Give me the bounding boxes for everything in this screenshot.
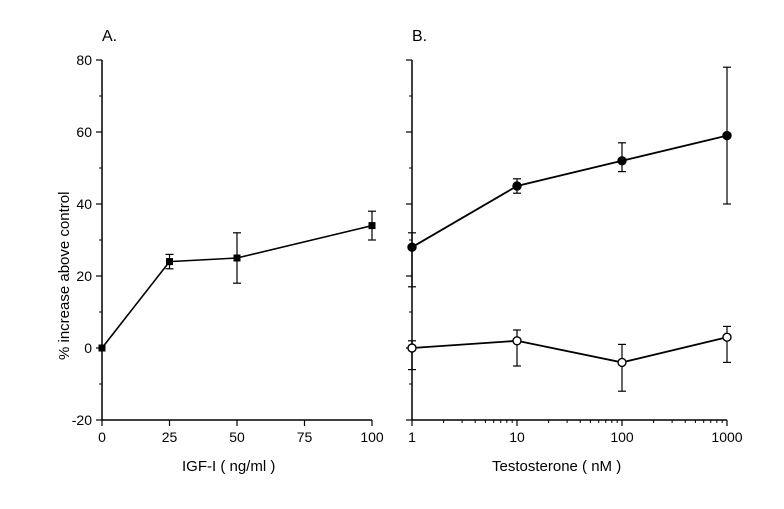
svg-text:0: 0 xyxy=(98,429,106,445)
svg-text:75: 75 xyxy=(297,429,313,445)
y-axis-title: % increase above control xyxy=(56,192,73,360)
svg-text:40: 40 xyxy=(76,196,92,212)
svg-text:50: 50 xyxy=(229,429,245,445)
svg-text:-20: -20 xyxy=(72,412,92,428)
svg-text:1: 1 xyxy=(408,429,416,445)
panel-b-label: B. xyxy=(412,28,427,46)
svg-text:80: 80 xyxy=(76,52,92,68)
panel-a-x-title: IGF-I ( ng/ml ) xyxy=(182,458,275,475)
svg-text:25: 25 xyxy=(162,429,178,445)
svg-text:60: 60 xyxy=(76,124,92,140)
panel-b-x-title: Testosterone ( nM ) xyxy=(492,458,621,475)
panel-a-chart: -200204060800255075100 xyxy=(102,60,372,420)
svg-text:100: 100 xyxy=(610,429,634,445)
svg-text:1000: 1000 xyxy=(711,429,742,445)
panel-a-label: A. xyxy=(102,28,117,46)
svg-text:100: 100 xyxy=(360,429,384,445)
svg-text:0: 0 xyxy=(84,340,92,356)
figure: A. B. % increase above control IGF-I ( n… xyxy=(0,0,784,509)
svg-text:10: 10 xyxy=(509,429,525,445)
svg-text:20: 20 xyxy=(76,268,92,284)
panel-b-chart: 1101001000 xyxy=(412,60,727,420)
